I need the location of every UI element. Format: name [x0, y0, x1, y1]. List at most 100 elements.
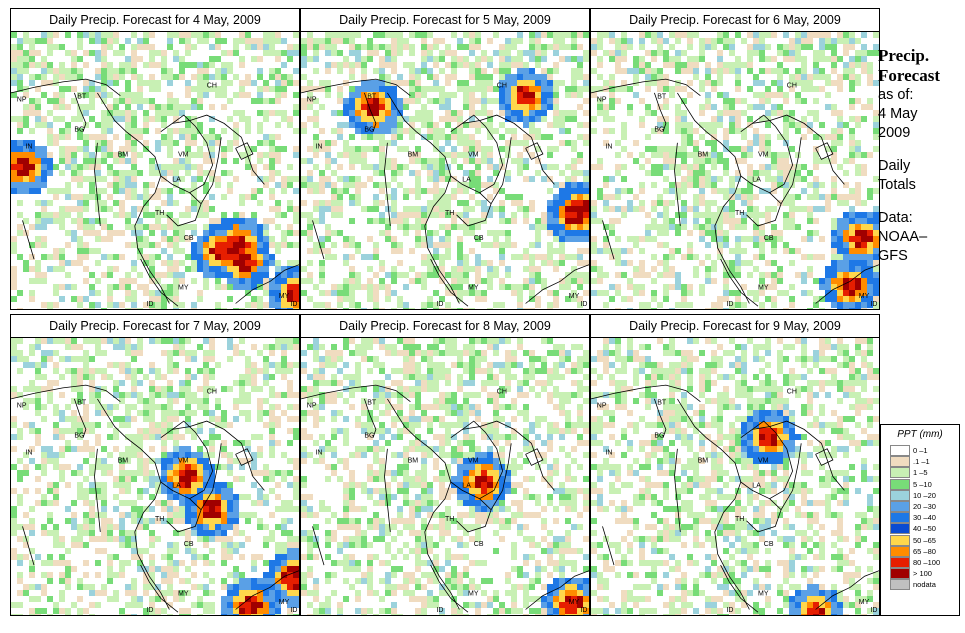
precip-cell	[53, 488, 59, 494]
precip-cell	[409, 74, 415, 80]
precip-cell	[463, 44, 469, 50]
precip-cell	[609, 98, 615, 104]
precip-cell	[173, 158, 179, 164]
precip-cell	[693, 182, 699, 188]
precip-cell	[867, 260, 873, 266]
precip-cell	[565, 218, 571, 224]
precip-cell	[855, 242, 861, 248]
precip-cell	[197, 68, 203, 74]
precip-cell	[657, 272, 663, 278]
precip-cell	[143, 44, 149, 50]
precip-cell	[307, 98, 313, 104]
precip-cell	[71, 170, 77, 176]
precip-cell	[675, 152, 681, 158]
precip-cell	[681, 212, 687, 218]
precip-cell	[807, 266, 813, 272]
precip-cell	[209, 176, 215, 182]
precip-cell	[149, 230, 155, 236]
precip-cell	[149, 308, 155, 309]
precip-cell	[137, 494, 143, 500]
precip-cell	[565, 254, 571, 260]
precip-cell	[83, 194, 89, 200]
precip-cell	[505, 44, 511, 50]
precip-cell	[77, 302, 83, 308]
precip-cell	[251, 560, 257, 566]
precip-cell	[227, 68, 233, 74]
precip-cell	[275, 170, 281, 176]
precip-cell	[245, 410, 251, 416]
precip-cell	[221, 284, 227, 290]
precip-cell	[867, 242, 873, 248]
precip-cell	[529, 116, 535, 122]
precip-cell	[759, 224, 765, 230]
precip-cell	[645, 62, 651, 68]
precip-cell	[83, 560, 89, 566]
precip-cell	[385, 104, 391, 110]
precip-cell	[427, 266, 433, 272]
precip-cell	[609, 80, 615, 86]
precip-cell	[17, 290, 23, 296]
precip-cell	[403, 212, 409, 218]
precip-cell	[113, 188, 119, 194]
precip-cell	[765, 284, 771, 290]
precip-cell	[693, 62, 699, 68]
precip-cell	[705, 38, 711, 44]
precip-cell	[59, 470, 65, 476]
precip-cell	[409, 212, 415, 218]
precip-cell	[385, 140, 391, 146]
precip-cell	[505, 38, 511, 44]
precip-cell	[29, 62, 35, 68]
precip-cell	[439, 266, 445, 272]
precip-cell	[203, 182, 209, 188]
precip-cell	[101, 128, 107, 134]
precip-cell	[287, 116, 293, 122]
precip-cell	[29, 38, 35, 44]
precip-cell	[209, 158, 215, 164]
precip-cell	[161, 140, 167, 146]
precip-cell	[263, 110, 269, 116]
precip-cell	[53, 482, 59, 488]
precip-cell	[735, 302, 741, 308]
precip-cell	[281, 146, 287, 152]
precip-cell	[669, 224, 675, 230]
precip-cell	[161, 260, 167, 266]
precip-cell	[313, 206, 319, 212]
precip-cell	[125, 188, 131, 194]
precip-cell	[71, 542, 77, 548]
precip-cell	[313, 98, 319, 104]
precip-cell	[287, 440, 293, 446]
precip-cell	[125, 284, 131, 290]
precip-cell	[119, 512, 125, 518]
precip-cell	[293, 344, 299, 350]
precip-cell	[221, 92, 227, 98]
precip-cell	[233, 506, 239, 512]
precip-cell	[451, 308, 457, 309]
precip-cell	[203, 476, 209, 482]
precip-cell	[457, 272, 463, 278]
precip-cell	[627, 44, 633, 50]
precip-cell	[541, 98, 547, 104]
precip-cell	[493, 236, 499, 242]
precip-cell	[813, 218, 819, 224]
precip-cell	[71, 512, 77, 518]
precip-cell	[107, 104, 113, 110]
precip-cell	[493, 266, 499, 272]
precip-cell	[137, 434, 143, 440]
precip-cell	[825, 38, 831, 44]
precip-cell	[807, 290, 813, 296]
precip-cell	[71, 374, 77, 380]
precip-cell	[373, 272, 379, 278]
precip-cell	[319, 44, 325, 50]
precip-cell	[131, 380, 137, 386]
precip-cell	[415, 158, 421, 164]
precip-cell	[125, 218, 131, 224]
precip-cell	[17, 434, 23, 440]
precip-cell	[203, 134, 209, 140]
precip-cell	[131, 266, 137, 272]
precip-cell	[41, 272, 47, 278]
precip-cell	[367, 104, 373, 110]
precip-cell	[197, 74, 203, 80]
precip-cell	[53, 362, 59, 368]
precip-cell	[257, 488, 263, 494]
precip-cell	[203, 278, 209, 284]
